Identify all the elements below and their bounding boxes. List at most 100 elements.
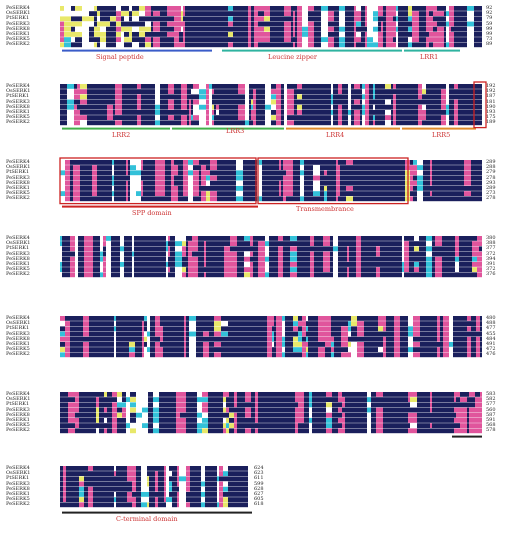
residue-cell (432, 423, 438, 428)
residue-cell (141, 492, 147, 497)
residue-cell (410, 165, 413, 170)
residue-cell (443, 180, 447, 186)
residue-cell (338, 256, 342, 262)
residue-cell (80, 99, 87, 105)
residue-cell (361, 262, 363, 267)
residue-cell (417, 175, 423, 181)
residue-cell (179, 16, 181, 22)
residue-cell (398, 26, 405, 32)
residue-cell (258, 267, 265, 272)
residue-cell (226, 89, 233, 94)
residue-cell (217, 428, 220, 434)
residue-cell (263, 120, 265, 126)
residue-cell (362, 418, 367, 423)
residue-cell (238, 115, 245, 120)
residue-cell (474, 26, 478, 32)
residue-cell (212, 110, 214, 115)
residue-cell (186, 316, 189, 321)
residue-cell (456, 407, 460, 413)
residue-cell (187, 110, 189, 115)
residue-cell (121, 486, 127, 492)
residue-cell (437, 352, 440, 358)
residue-cell (60, 89, 64, 94)
residue-cell (429, 42, 433, 48)
residue-cell (351, 336, 357, 342)
residue-cell (275, 428, 280, 434)
residue-cell (399, 246, 402, 252)
residue-cell (186, 347, 189, 352)
residue-cell (142, 347, 144, 352)
residue-cell (230, 180, 236, 186)
residue-cell (323, 256, 330, 262)
residue-cell (253, 326, 259, 332)
residue-cell (449, 342, 453, 347)
residue-cell (318, 397, 322, 402)
residue-cell (332, 428, 338, 434)
residue-cell (191, 99, 193, 105)
residue-cell (209, 331, 214, 337)
residue-cell (257, 160, 262, 165)
residue-cell (250, 267, 253, 272)
residue-cell (183, 175, 188, 181)
residue-cell (116, 37, 121, 42)
residue-cell (386, 11, 393, 16)
residue-cell (132, 486, 136, 492)
residue-cell (333, 104, 338, 110)
residue-cell (453, 352, 455, 358)
residue-cell (356, 267, 361, 272)
residue-cell (418, 89, 422, 94)
residue-cell (132, 37, 139, 42)
residue-cell (412, 89, 415, 94)
residue-cell (89, 331, 96, 337)
residue-cell (153, 21, 160, 27)
residue-cell (376, 418, 383, 423)
residue-cell (293, 331, 298, 337)
residue-cell (383, 392, 389, 397)
residue-cell (471, 321, 476, 326)
residue-cell (377, 160, 379, 165)
residue-cell (353, 196, 359, 202)
residue-cell (134, 236, 141, 241)
residue-cell (446, 104, 449, 110)
residue-cell (234, 331, 241, 337)
residue-cell (318, 407, 322, 413)
residue-cell (426, 120, 431, 126)
residue-cell (308, 32, 314, 37)
residue-cell (456, 392, 460, 397)
residue-cell (206, 246, 209, 252)
residue-cell (386, 246, 392, 252)
residue-cell (66, 481, 68, 487)
residue-cell (68, 476, 72, 482)
residue-cell (342, 246, 347, 252)
residue-cell (462, 115, 466, 120)
residue-cell (325, 352, 331, 358)
residue-cell (153, 26, 160, 32)
residue-cell (379, 160, 386, 165)
residue-cell (206, 256, 209, 262)
residue-cell (386, 160, 389, 165)
residue-cell (330, 175, 336, 181)
residue-cell (365, 32, 367, 37)
residue-cell (426, 16, 429, 22)
residue-cell (371, 412, 376, 418)
residue-cell (244, 16, 248, 22)
residue-cell (318, 428, 322, 434)
residue-cell (341, 342, 348, 347)
residue-cell (112, 397, 117, 402)
residue-cell (359, 160, 361, 165)
residue-cell (322, 402, 326, 408)
residue-cell (239, 492, 244, 497)
residue-cell (394, 336, 400, 342)
residue-cell (386, 180, 389, 186)
residue-cell (381, 32, 383, 37)
residue-cell (137, 84, 141, 89)
residue-cell (60, 241, 62, 246)
residue-cell (378, 321, 383, 326)
residue-cell (80, 170, 86, 176)
residue-cell (378, 37, 381, 42)
residue-cell (182, 262, 186, 267)
residue-cell (141, 160, 143, 165)
residue-cell (431, 89, 435, 94)
sequence-name: PtSERK1 (6, 15, 30, 22)
residue-cell (177, 492, 179, 497)
